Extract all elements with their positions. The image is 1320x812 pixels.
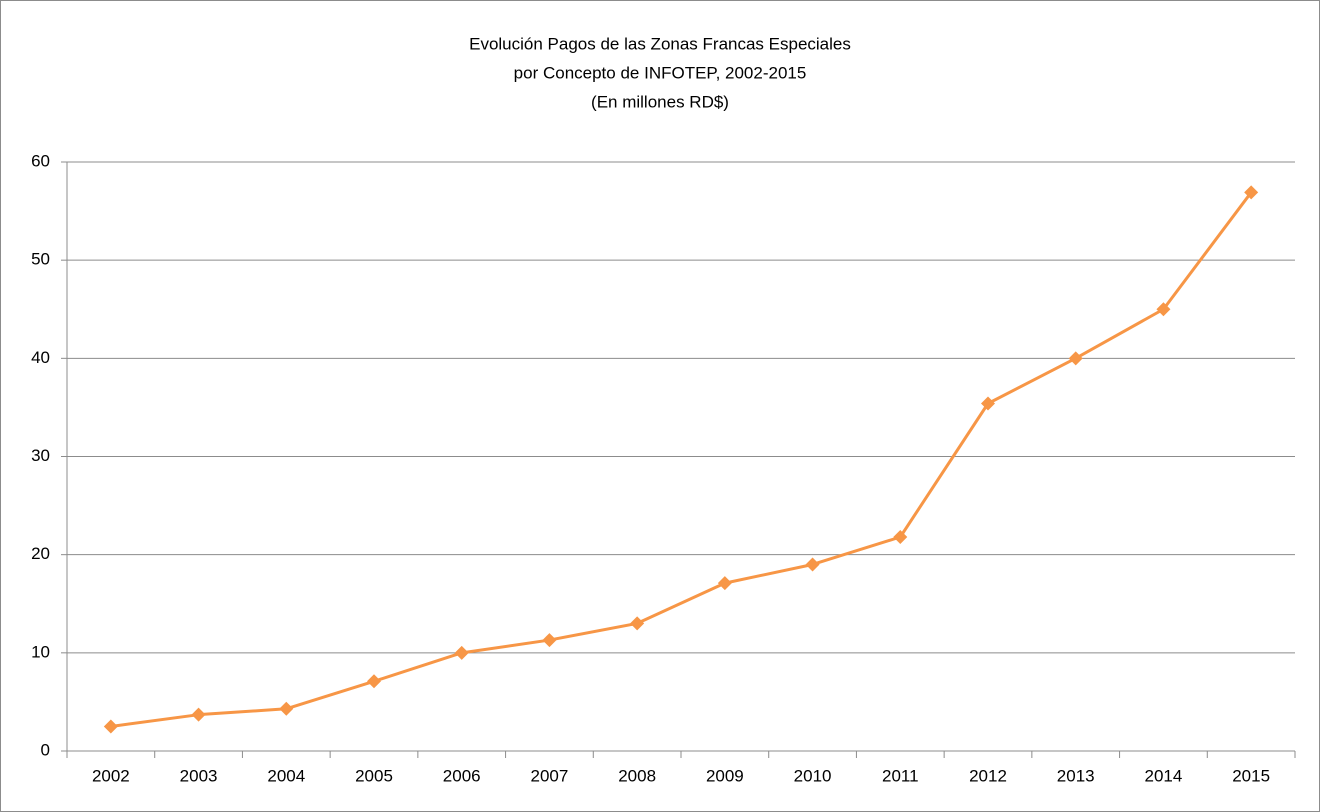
marker xyxy=(103,719,118,734)
x-tick-label: 2005 xyxy=(355,766,393,785)
x-tick-label: 2015 xyxy=(1232,766,1270,785)
x-tick-label: 2002 xyxy=(92,766,130,785)
marker xyxy=(454,645,469,660)
marker xyxy=(893,529,908,544)
y-tick-label: 40 xyxy=(31,348,50,367)
x-tick-label: 2009 xyxy=(706,766,744,785)
y-tick-label: 0 xyxy=(41,740,50,759)
y-tick-label: 60 xyxy=(31,151,50,170)
x-tick-label: 2007 xyxy=(531,766,569,785)
y-tick-label: 50 xyxy=(31,250,50,269)
marker xyxy=(1244,185,1259,200)
marker xyxy=(805,557,820,572)
y-tick-label: 20 xyxy=(31,544,50,563)
marker xyxy=(191,707,206,722)
x-tick-label: 2006 xyxy=(443,766,481,785)
chart-title: por Concepto de INFOTEP, 2002-2015 xyxy=(514,63,807,82)
x-tick-label: 2010 xyxy=(794,766,832,785)
marker xyxy=(279,701,294,716)
x-tick-label: 2013 xyxy=(1057,766,1095,785)
x-tick-label: 2011 xyxy=(882,766,919,785)
marker xyxy=(630,616,645,631)
marker xyxy=(981,396,995,411)
x-tick-label: 2003 xyxy=(180,766,218,785)
marker xyxy=(542,633,557,648)
y-tick-label: 10 xyxy=(31,642,50,661)
marker xyxy=(367,674,381,689)
chart-title: (En millones RD$) xyxy=(591,92,729,111)
x-tick-label: 2008 xyxy=(618,766,656,785)
x-tick-label: 2014 xyxy=(1145,766,1183,785)
marker xyxy=(1156,302,1171,317)
y-tick-label: 30 xyxy=(31,446,50,465)
chart-title: Evolución Pagos de las Zonas Francas Esp… xyxy=(469,34,851,53)
line xyxy=(110,191,1253,728)
marker xyxy=(1068,351,1083,366)
x-tick-label: 2012 xyxy=(969,766,1007,785)
x-tick-label: 2004 xyxy=(267,766,305,785)
marker xyxy=(717,576,732,591)
